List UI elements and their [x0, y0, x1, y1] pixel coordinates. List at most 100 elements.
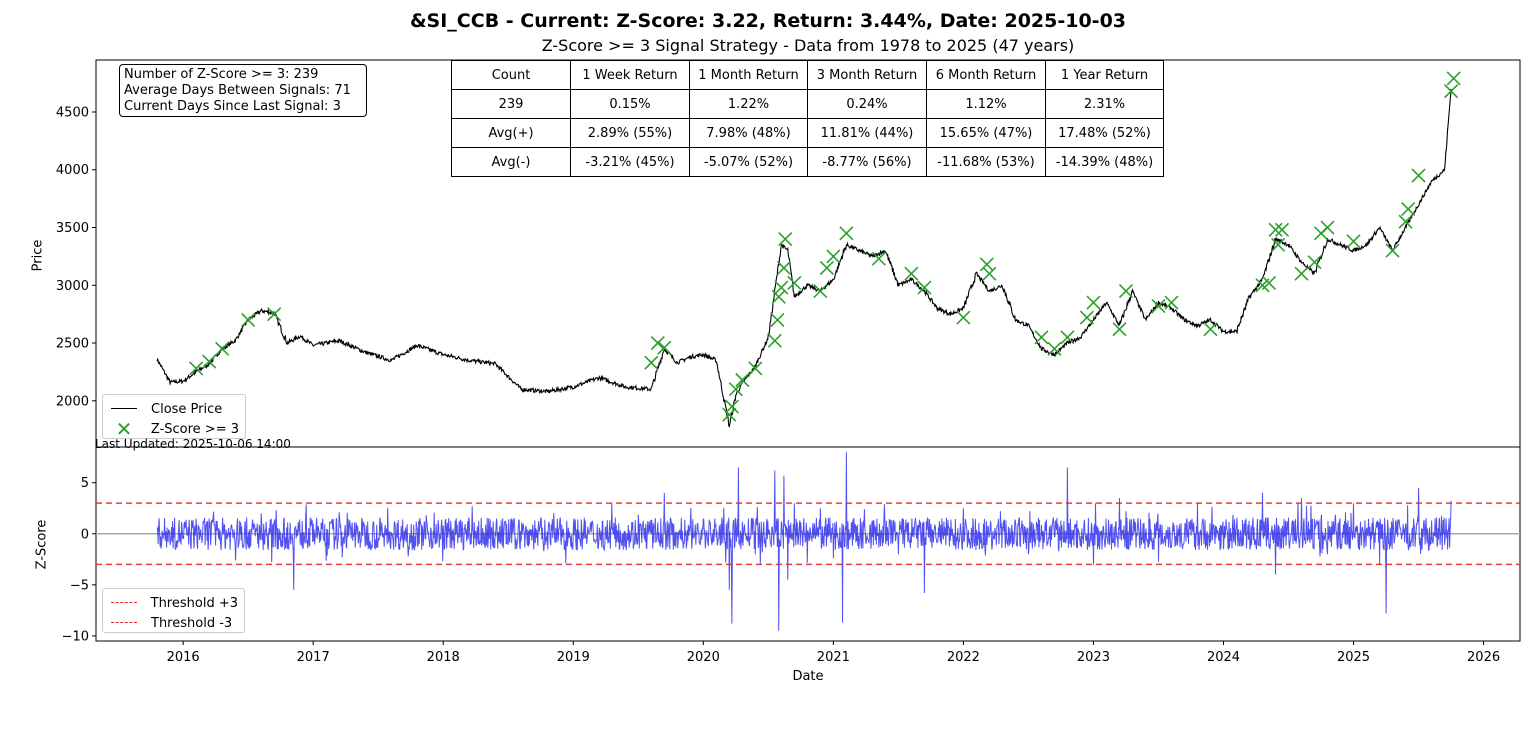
price-y-tick-label: 2500	[56, 337, 89, 352]
info-signal-count: Number of Z-Score >= 3: 239	[124, 67, 319, 82]
signal-marker	[748, 361, 763, 376]
signal-marker	[724, 399, 739, 414]
signal-marker	[1346, 234, 1361, 249]
x-tick-label: 2016	[167, 650, 200, 665]
table-cell: 2.31%	[1045, 89, 1164, 119]
signal-marker	[1034, 330, 1049, 345]
zscore-legend: Threshold +3 Threshold -3	[102, 588, 245, 633]
price-y-tick-label: 4000	[56, 163, 89, 178]
x-marker-icon: ✕	[115, 417, 133, 441]
signal-marker	[771, 289, 786, 304]
table-cell: 239	[451, 89, 571, 119]
signal-marker	[1164, 295, 1179, 310]
table-header-cell: 1 Week Return	[570, 60, 690, 90]
close-price-line	[156, 88, 1452, 428]
x-tick-label: 2021	[817, 650, 850, 665]
x-tick-label: 2018	[427, 650, 460, 665]
table-cell: 0.15%	[570, 89, 690, 119]
price-legend: Close Price ✕ Z-Score >= 3	[102, 394, 246, 439]
signal-marker	[1086, 295, 1101, 310]
signal-marker	[1047, 341, 1062, 356]
signal-marker	[917, 280, 932, 295]
signal-marker	[650, 335, 665, 351]
signal-marker	[657, 340, 672, 355]
x-tick-label: 2017	[297, 650, 330, 665]
price-axis-label: Price	[30, 239, 46, 272]
chart-title: &SI_CCB - Current: Z-Score: 3.22, Return…	[409, 10, 1127, 32]
signal-marker	[1112, 322, 1127, 337]
table-cell: 15.65% (47%)	[926, 118, 1046, 148]
table-cell: -14.39% (48%)	[1045, 147, 1164, 177]
table-cell: 11.81% (44%)	[807, 118, 927, 148]
legend-label: Threshold -3	[151, 615, 233, 631]
table-header-cell: 1 Year Return	[1045, 60, 1164, 90]
signal-marker	[1060, 330, 1075, 345]
legend-label: Threshold +3	[150, 595, 238, 611]
signal-marker	[1203, 322, 1218, 337]
returns-table: Count 1 Week Return 1 Month Return 3 Mon…	[451, 60, 1164, 177]
signal-marker	[1118, 283, 1134, 299]
signal-marker	[267, 307, 282, 322]
signal-marker	[767, 333, 782, 348]
table-row: Avg(-) -3.21% (45%) -5.07% (52%) -8.77% …	[451, 147, 1164, 177]
signal-marker	[1079, 310, 1095, 325]
x-tick-label: 2024	[1207, 650, 1240, 665]
table-cell: -3.21% (45%)	[570, 147, 690, 177]
table-cell: Avg(-)	[451, 147, 571, 177]
zscore-panel: −10 −5 0 5 2016 2017 2018 2019 2020 2021 2022 2023…	[62, 446, 1521, 665]
legend-label: Z-Score >= 3	[150, 421, 239, 437]
date-axis-label: Date	[792, 669, 824, 684]
signal-marker	[979, 257, 994, 272]
table-cell: 1.22%	[689, 89, 808, 119]
signal-marker	[722, 407, 737, 422]
zscore-line	[156, 452, 1452, 631]
table-cell: 17.48% (52%)	[1045, 118, 1164, 148]
dashed-line-swatch-icon	[109, 616, 139, 630]
signal-marker	[826, 249, 841, 264]
table-header-row: Count 1 Week Return 1 Month Return 3 Mon…	[451, 60, 1164, 90]
signal-marker	[644, 355, 659, 370]
signal-marker	[778, 231, 793, 247]
table-row: Avg(+) 2.89% (55%) 7.98% (48%) 11.81% (4…	[451, 118, 1164, 148]
signal-marker	[982, 266, 997, 281]
price-y-tick-label: 4500	[56, 105, 89, 120]
info-avg-days: Average Days Between Signals: 71	[124, 83, 351, 98]
zscore-axis-label: Z-Score	[34, 519, 50, 570]
signal-marker	[1268, 222, 1283, 237]
signal-marker	[1271, 237, 1286, 252]
signal-marker	[787, 275, 802, 291]
table-cell: 1.12%	[926, 89, 1046, 119]
legend-item-zscore-signal: ✕ Z-Score >= 3	[109, 419, 239, 439]
signal-marker	[819, 260, 834, 276]
signal-marker	[770, 312, 785, 327]
signal-marker	[904, 266, 919, 281]
legend-item-threshold-plus: Threshold +3	[109, 593, 238, 613]
table-cell: 0.24%	[807, 89, 927, 119]
x-tick-label: 2026	[1467, 650, 1500, 665]
legend-label: Close Price	[151, 401, 223, 417]
x-tick-label: 2019	[557, 650, 590, 665]
legend-item-close-price: Close Price	[109, 399, 239, 419]
signal-marker	[776, 260, 792, 276]
signal-marker	[1411, 168, 1426, 183]
table-header-cell: 3 Month Return	[807, 60, 927, 90]
signal-marker	[1307, 255, 1322, 270]
signal-marker	[1385, 243, 1400, 258]
zscore-y-tick-label: 5	[81, 476, 89, 491]
x-tick-label: 2025	[1337, 650, 1370, 665]
signal-marker	[1274, 222, 1290, 237]
x-tick-label: 2020	[687, 650, 720, 665]
price-y-tick-label: 2000	[56, 394, 89, 409]
signal-marker	[774, 280, 789, 295]
line-swatch-icon	[109, 402, 139, 416]
signal-marker	[956, 310, 971, 325]
info-days-since: Current Days Since Last Signal: 3	[124, 99, 341, 114]
table-cell: 2.89% (55%)	[570, 118, 690, 148]
table-cell: Avg(+)	[451, 118, 571, 148]
signal-marker	[813, 283, 828, 299]
x-tick-label: 2022	[947, 650, 980, 665]
price-series-group	[156, 88, 1452, 428]
threshold-lines	[96, 502, 1520, 566]
signal-marker	[1151, 298, 1166, 314]
signal-marker	[871, 251, 886, 266]
